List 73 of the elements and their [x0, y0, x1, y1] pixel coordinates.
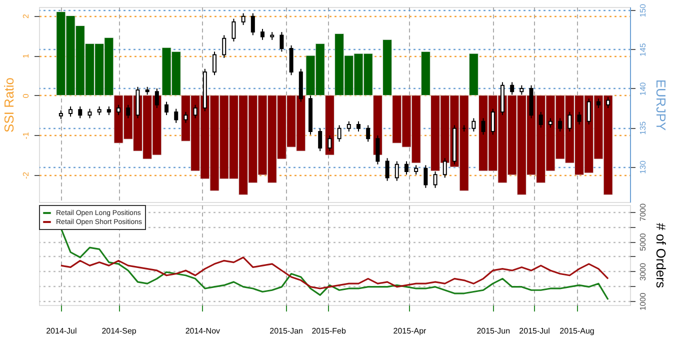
candlestick: [318, 128, 322, 152]
candlestick: [586, 98, 591, 125]
x-tick-label: 2015-Jun: [476, 326, 510, 336]
candlestick: [538, 111, 543, 128]
candlestick: [346, 120, 351, 132]
y-tick-label: -2: [22, 171, 30, 179]
x-tick-label: 2015-Jan: [270, 326, 303, 336]
candlestick: [424, 164, 428, 188]
candlestick: [568, 111, 572, 132]
candlestick: [337, 124, 342, 142]
candlestick: [404, 160, 408, 176]
candlestick: [577, 111, 582, 125]
candlestick: [154, 88, 159, 109]
x-tick-label: 2014-Jul: [46, 326, 78, 336]
y2-tick-label: 145: [638, 42, 648, 56]
y-tick-label: 0: [22, 93, 30, 98]
candlestick: [481, 118, 486, 136]
candlestick: [414, 164, 418, 176]
candlestick: [472, 118, 476, 132]
y-tick-label: 1: [22, 53, 30, 58]
candlestick: [193, 104, 198, 119]
x-tick-label: 2015-Feb: [312, 326, 346, 336]
y2-tick-label: 1000: [638, 292, 648, 311]
y2-axis-title: EURJPY: [654, 79, 668, 131]
x-tick-label: 2014-Sep: [102, 326, 137, 336]
x-tick-label: 2015-Apr: [393, 326, 427, 336]
candlestick: [606, 96, 610, 109]
line-series: [60, 256, 609, 290]
candlestick: [184, 111, 188, 124]
candlestick: [241, 12, 246, 26]
candlestick: [174, 108, 178, 124]
candlestick: [442, 158, 447, 178]
candlestick: [260, 28, 265, 40]
candlestick: [280, 32, 284, 52]
candlestick: [232, 18, 236, 42]
y2-tick-label: 3000: [638, 262, 648, 281]
candlestick: [510, 82, 514, 96]
x-tick-label: 2015-Aug: [560, 326, 594, 336]
candlestick: [558, 118, 562, 132]
candlestick: [116, 104, 121, 116]
candlestick: [385, 158, 390, 182]
candlestick: [289, 44, 294, 76]
candlestick: [490, 108, 495, 136]
candlestick: [520, 84, 524, 96]
candlestick: [376, 134, 380, 165]
y-axis-title: SSI Ratio: [2, 78, 16, 132]
candlestick: [212, 51, 217, 76]
candlestick: [328, 134, 332, 152]
candlestick: [548, 118, 552, 128]
y2-tick-label: 135: [638, 120, 648, 135]
candlestick: [126, 104, 130, 119]
y-tick-label: -1: [22, 132, 30, 140]
candlestick: [250, 12, 255, 36]
y2-tick-label: 130: [638, 160, 648, 174]
candlestick: [164, 101, 169, 116]
line-series: [60, 227, 609, 300]
candlestick: [88, 108, 92, 119]
x-tick-label: 2015-Jul: [519, 326, 550, 336]
candlestick: [356, 120, 360, 132]
candlestick: [68, 106, 73, 118]
candlestick: [78, 106, 82, 119]
candlestick: [433, 170, 438, 188]
candlestick: [596, 98, 600, 109]
y2-tick-label: 5000: [638, 232, 648, 252]
y-tick-label: 2: [22, 13, 30, 18]
x-tick-label: 2014-Nov: [185, 326, 220, 336]
candlestick: [222, 34, 226, 58]
candlestick: [394, 160, 399, 182]
candlestick: [366, 124, 370, 142]
y2-tick-label: 7000: [638, 202, 648, 222]
y2-tick-label: 150: [638, 3, 648, 18]
y2-axis-title: # of Orders: [654, 222, 668, 289]
y2-tick-label: 140: [638, 82, 648, 96]
